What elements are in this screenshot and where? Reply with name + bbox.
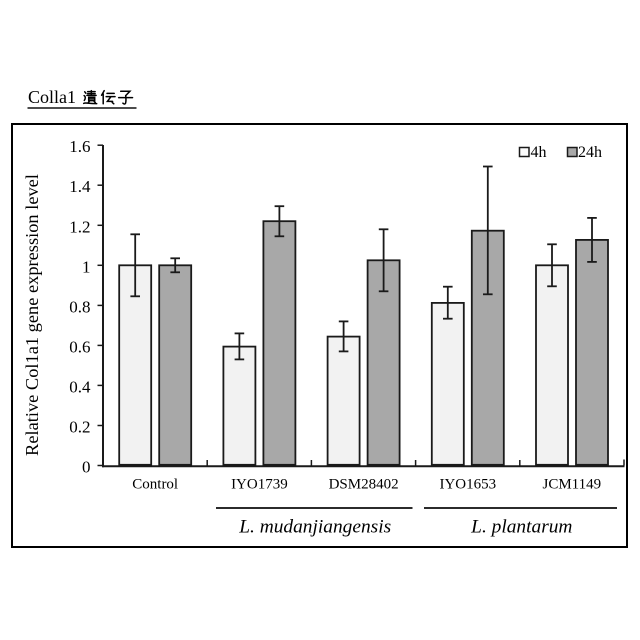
svg-text:Control: Control	[132, 477, 178, 493]
svg-text:IYO1739: IYO1739	[231, 477, 288, 493]
svg-text:IYO1653: IYO1653	[439, 477, 496, 493]
svg-text:0.2: 0.2	[69, 418, 90, 437]
svg-text:1.4: 1.4	[69, 177, 91, 196]
svg-text:1.2: 1.2	[69, 217, 90, 236]
svg-text:Relative Col1a1 gene expressio: Relative Col1a1 gene expression level	[22, 174, 42, 456]
svg-text:0: 0	[82, 458, 91, 477]
svg-text:DSM28402: DSM28402	[329, 477, 399, 493]
svg-text:4h: 4h	[531, 144, 547, 161]
svg-text:0.6: 0.6	[69, 337, 90, 356]
svg-text:1.6: 1.6	[69, 137, 90, 156]
svg-text:Colla1: Colla1	[28, 87, 76, 107]
svg-text:24h: 24h	[578, 144, 602, 161]
svg-text:L. plantarum: L. plantarum	[470, 517, 572, 538]
svg-text:L. mudanjiangensis: L. mudanjiangensis	[238, 517, 391, 538]
svg-text:1: 1	[82, 257, 91, 276]
svg-text:0.4: 0.4	[69, 377, 91, 396]
svg-text:0.8: 0.8	[69, 297, 90, 316]
svg-text:JCM1149: JCM1149	[542, 477, 601, 493]
